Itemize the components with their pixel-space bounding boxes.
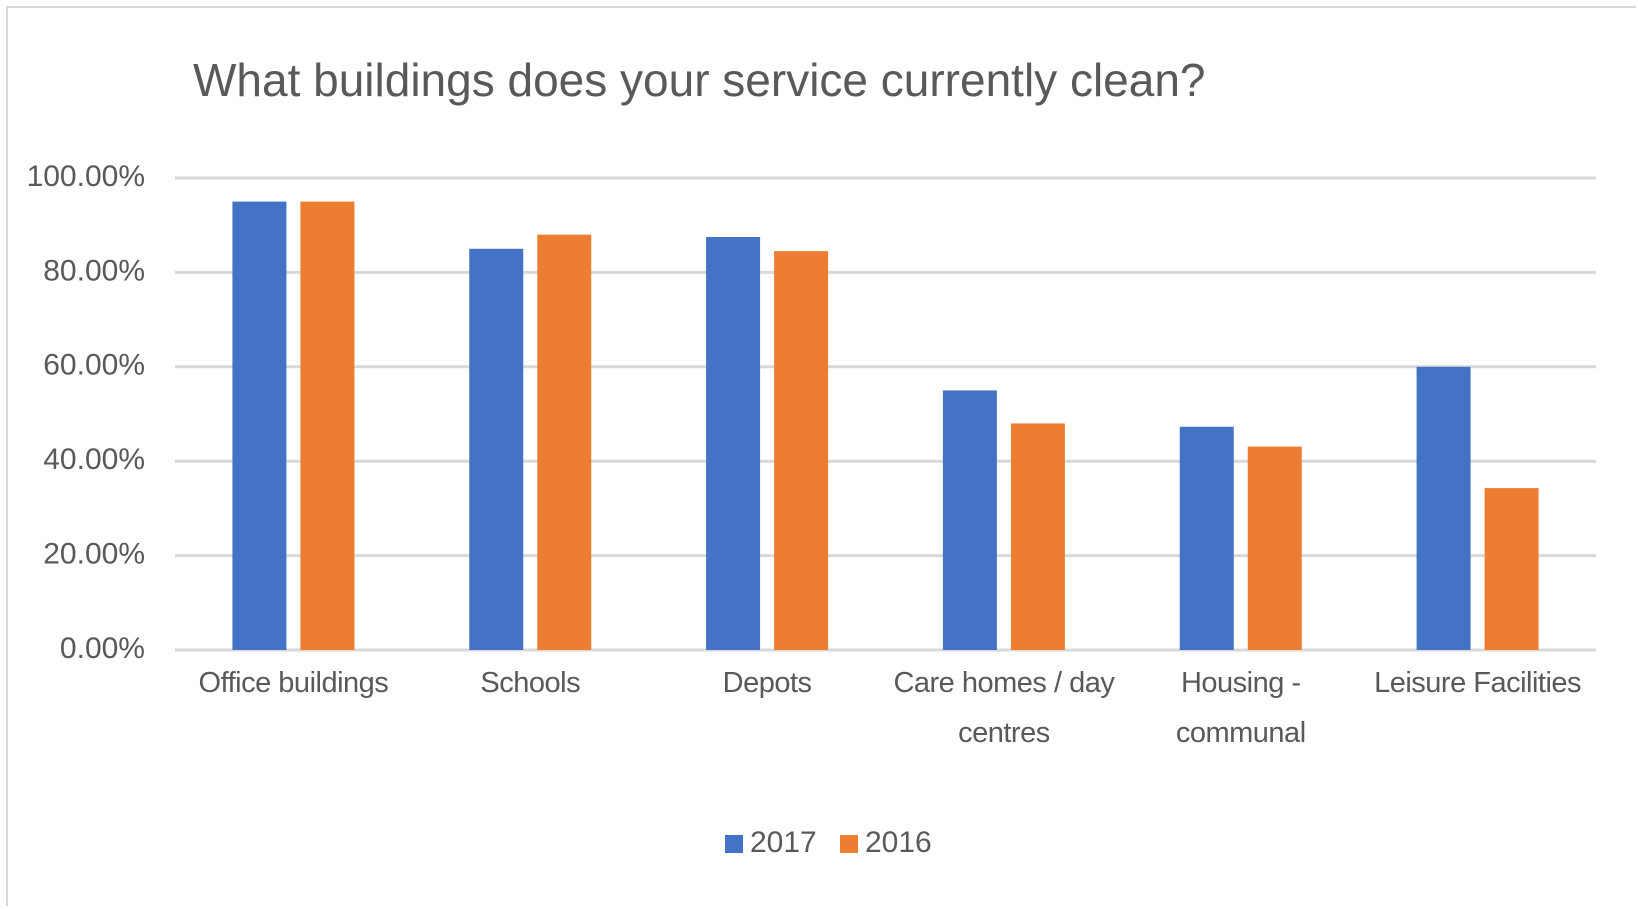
x-tick-label: Schools (480, 667, 581, 699)
chart-title: What buildings does your service current… (193, 54, 1206, 106)
legend-label: 2017 (750, 826, 817, 859)
bar (537, 234, 592, 650)
legend-label: 2016 (865, 826, 932, 859)
bar (1247, 446, 1302, 650)
chart-border (6, 6, 1636, 906)
x-tick-label: Housing - communal (1175, 667, 1306, 749)
bar (1416, 366, 1471, 650)
y-tick-label: 60.00% (43, 349, 145, 382)
y-tick-label: 40.00% (43, 443, 145, 476)
y-tick-label: 20.00% (43, 538, 145, 571)
x-tick-label: Depots (722, 667, 812, 699)
bar (774, 251, 829, 650)
bar (1484, 488, 1539, 650)
y-tick-label: 0.00% (60, 632, 145, 665)
bar (232, 201, 287, 650)
bar (1179, 426, 1234, 650)
legend-swatch (840, 835, 858, 853)
bar (300, 201, 355, 650)
y-tick-label: 100.00% (27, 160, 145, 193)
x-tick-label: Care homes / day centres (893, 667, 1115, 749)
bar (942, 390, 997, 650)
x-tick-label: Office buildings (198, 667, 389, 699)
x-tick-label: Leisure Facilities (1374, 667, 1582, 699)
bar (469, 248, 524, 651)
bar (1010, 423, 1065, 650)
y-tick-label: 80.00% (43, 254, 145, 287)
legend-swatch (725, 835, 743, 853)
bar (706, 237, 761, 650)
